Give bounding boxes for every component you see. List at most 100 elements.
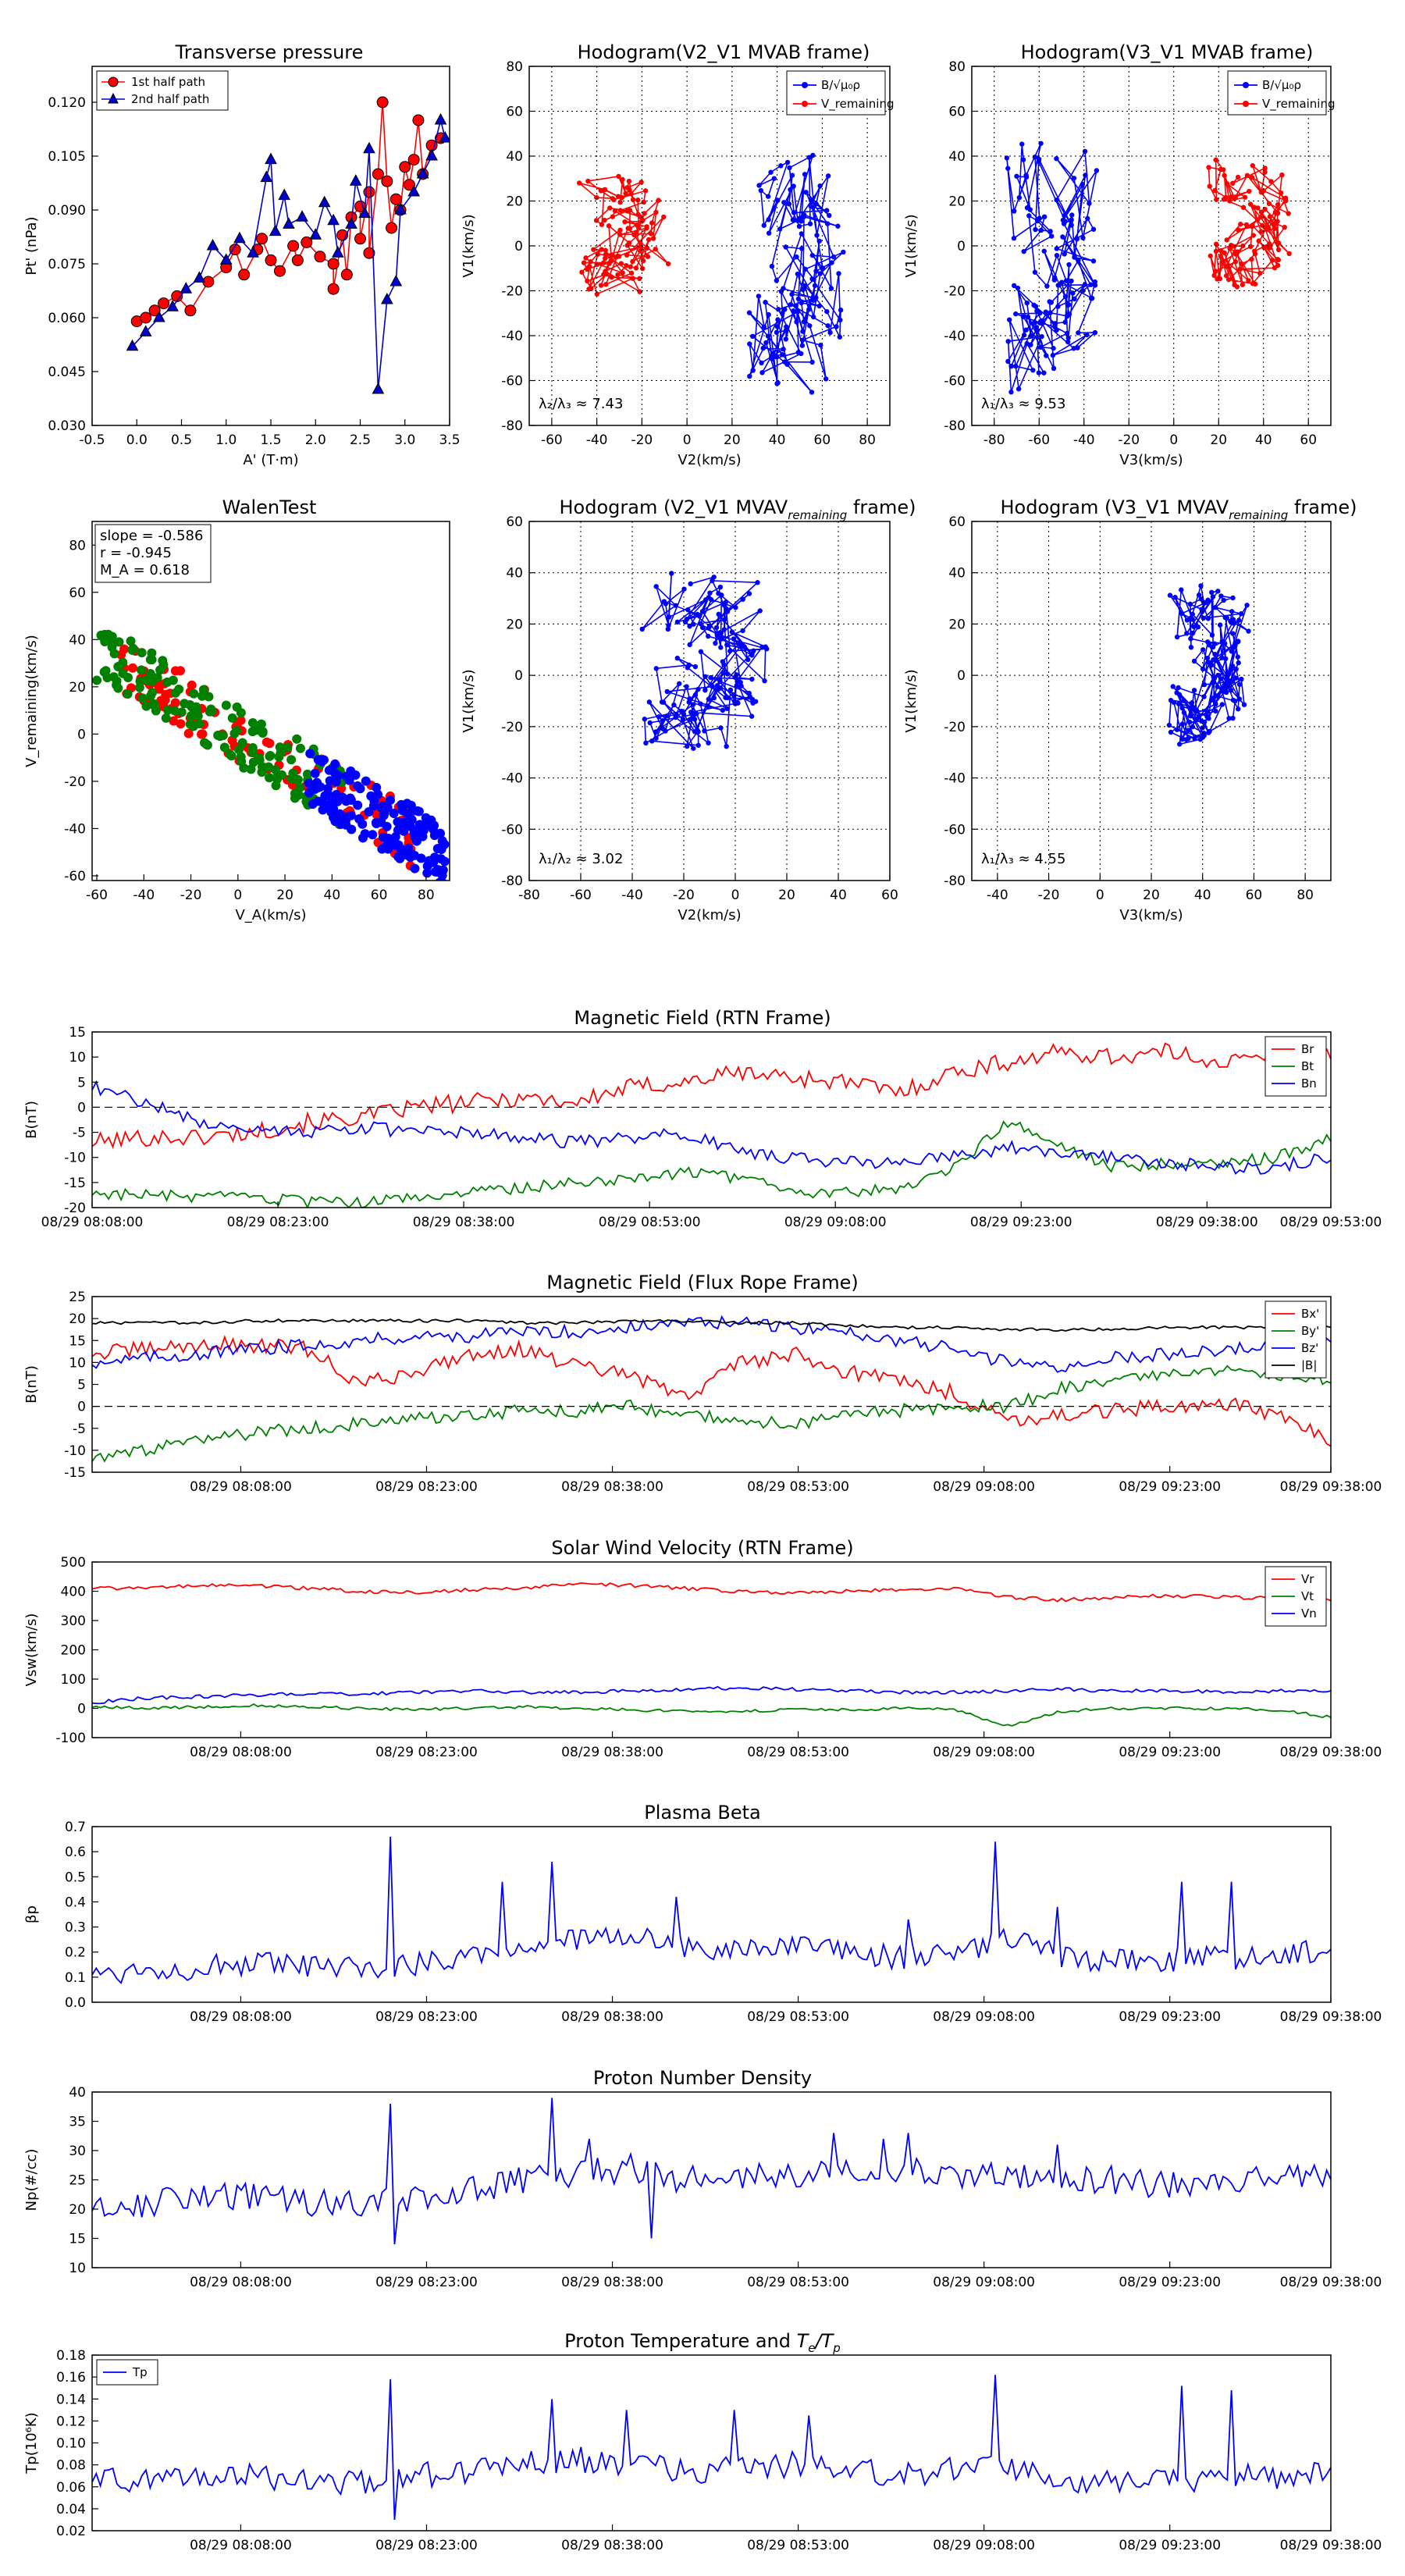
data-point [1250,162,1256,169]
y-tick-label: -20 [944,284,966,300]
data-point [1230,715,1236,721]
data-point [1167,592,1173,598]
y-tick-label: 400 [61,1585,86,1600]
data-point [788,301,794,308]
data-point [1236,681,1243,688]
y-tick-label: 300 [61,1614,86,1629]
y-tick-label: 0 [957,668,966,684]
data-point [1236,227,1241,233]
data-point [703,597,709,603]
data-point [336,819,346,829]
plot-area [92,629,450,881]
data-point [807,323,813,329]
data-point [324,765,334,775]
data-point [706,696,712,702]
panel-title: WalenTest [222,496,317,518]
y-tick-label: 0.04 [56,2502,86,2517]
data-point [180,699,190,709]
data-point [691,745,696,751]
data-point [399,161,411,173]
data-point [630,197,636,203]
data-point [681,586,687,592]
legend: B/√μ₀ρ V_remaining [786,70,895,116]
data-point [1032,269,1038,275]
data-point [325,792,336,802]
data-point [1246,628,1251,634]
data-point [233,231,246,244]
data-point [581,260,587,265]
data-point [1038,344,1044,350]
axes-frame [971,66,1332,426]
data-point [1072,254,1077,260]
data-point [1023,327,1029,333]
data-point [1224,615,1229,621]
data-point [1176,701,1182,706]
data-point [1215,589,1221,594]
data-point [692,692,699,698]
data-point [720,659,726,664]
data-point [740,628,745,634]
data-point [642,188,649,194]
data-point [593,218,599,223]
data-point [1244,173,1250,179]
x-tick-label: 20 [276,888,293,903]
data-point [283,742,293,753]
data-point [1213,708,1218,714]
data-point [740,596,745,602]
x-tick-label: 40 [324,888,341,903]
x-tick-label: 08/29 08:23:00 [375,1479,478,1495]
data-point [141,675,151,685]
x-tick-label: 60 [881,888,898,903]
x-tick-label: 0 [731,888,740,903]
data-point [1211,674,1216,680]
y-tick-label: -15 [64,1465,86,1481]
data-point [269,224,282,237]
series-line [1168,585,1249,745]
y-tick-label: 0 [77,1400,86,1415]
data-point [123,689,133,699]
eigenvalue-ratio: λ₁/λ₂ ≈ 3.02 [539,851,623,867]
data-point [791,183,796,189]
data-point [1206,716,1211,721]
data-point [437,836,447,846]
data-point [227,713,237,723]
data-point [814,233,820,238]
data-point [1055,304,1061,309]
y-tick-label: -40 [501,771,523,787]
data-point [1048,310,1053,315]
axes-frame [91,66,450,426]
series-line [92,1315,1331,1373]
data-point [166,300,179,311]
y-tick-label: 0.105 [48,149,86,165]
data-point [656,714,662,720]
x-axis-label: V3(km/s) [1119,907,1183,923]
data-point [1185,736,1191,742]
data-point [288,768,298,778]
plot-area [576,152,846,395]
data-point [360,829,370,839]
data-point [260,170,273,183]
data-point [218,731,228,741]
data-point [780,311,785,316]
data-point [765,333,771,339]
data-point [1016,386,1022,392]
data-point [692,717,698,722]
data-point [1054,197,1059,203]
series-line [92,1080,1331,1175]
data-point [735,678,740,684]
data-point [1274,239,1279,245]
data-point [638,180,644,185]
data-point [762,678,767,684]
data-point [1221,597,1226,603]
data-point [707,623,713,629]
data-point [1062,319,1068,325]
data-point [1224,237,1229,243]
data-point [808,197,814,203]
data-point [403,179,415,191]
y-tick-label: 80 [948,59,966,75]
y-tick-label: 0.090 [48,203,86,219]
data-point [766,217,771,222]
data-point [718,725,724,731]
data-point [706,633,711,639]
legend-box [96,2359,158,2386]
